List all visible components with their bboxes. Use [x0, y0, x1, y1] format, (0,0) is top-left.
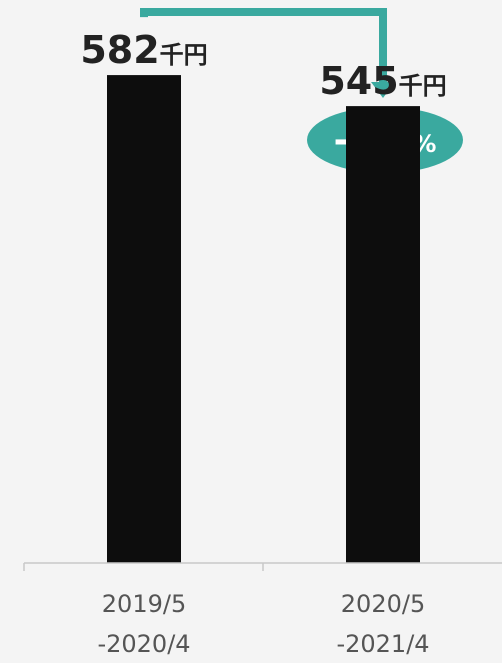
value-unit: 千円 [399, 72, 447, 100]
x-tick-label-2019-2020-line2: -2020/4 [97, 630, 190, 658]
comparison-arrow-head [371, 82, 395, 98]
value-number: 545 [319, 59, 398, 103]
bar-2019-2020 [107, 75, 181, 563]
x-tick-label-2020-2021: 2020/5 [341, 590, 425, 618]
x-tick-label-2019-2020: 2019/5 [102, 590, 186, 618]
value-label-2020-2021: 545千円 [319, 59, 446, 103]
x-tick-label-2020-2021-line2: -2021/4 [336, 630, 429, 658]
value-unit: 千円 [160, 41, 208, 69]
bar-2020-2021 [346, 106, 420, 563]
comparison-arrow-line [140, 8, 387, 82]
value-number: 582 [80, 28, 159, 72]
value-label-2019-2020: 582千円 [80, 28, 207, 72]
